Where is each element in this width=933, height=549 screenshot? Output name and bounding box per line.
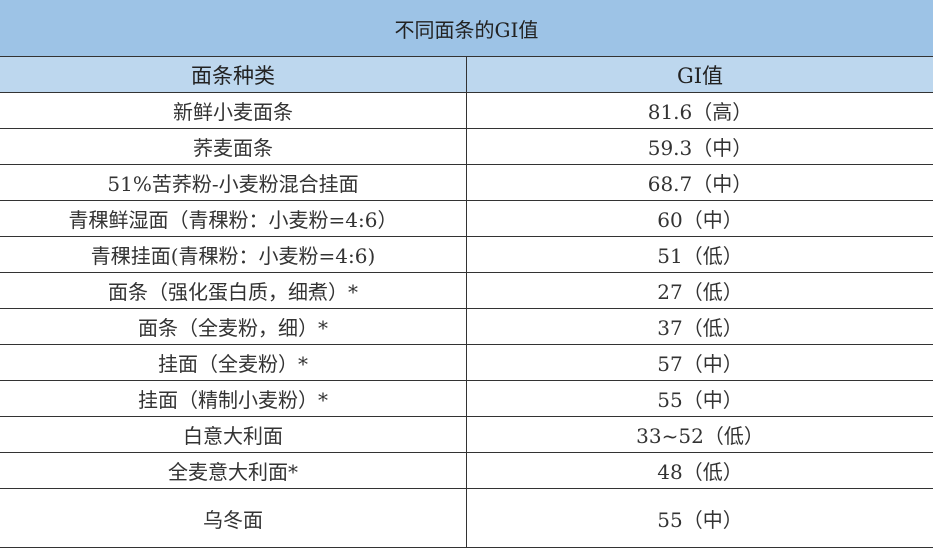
table-row: 青稞鲜湿面（青稞粉：小麦粉=4:6） 60（中） — [0, 200, 933, 237]
header-gi-value: GI值 — [466, 57, 933, 93]
noodle-type-cell: 全麦意大利面* — [0, 452, 467, 489]
table-row: 荞麦面条 59.3（中） — [0, 128, 933, 165]
noodle-type-cell: 挂面（全麦粉）* — [0, 344, 467, 381]
header-row: 面条种类 GI值 — [0, 57, 933, 93]
gi-value-cell: 27（低） — [466, 272, 933, 309]
noodle-type-cell: 青稞鲜湿面（青稞粉：小麦粉=4:6） — [0, 200, 467, 237]
noodle-type-cell: 面条（全麦粉，细）* — [0, 308, 467, 345]
table-title: 不同面条的GI值 — [0, 0, 933, 57]
gi-value-cell: 60（中） — [466, 200, 933, 237]
gi-value-cell: 33~52（低） — [466, 416, 933, 453]
table-row: 面条（全麦粉，细）* 37（低） — [0, 308, 933, 345]
table-row: 青稞挂面(青稞粉：小麦粉=4:6) 51（低） — [0, 236, 933, 273]
table-row: 挂面（精制小麦粉）* 55（中） — [0, 380, 933, 417]
table-row: 新鲜小麦面条 81.6（高） — [0, 92, 933, 129]
gi-value-cell: 55（中） — [466, 488, 933, 548]
table-row: 挂面（全麦粉）* 57（中） — [0, 344, 933, 381]
gi-table: 面条种类 GI值 新鲜小麦面条 81.6（高） 荞麦面条 59.3（中） 51%苦荞粉-… — [0, 57, 933, 548]
gi-value-cell: 48（低） — [466, 452, 933, 489]
noodle-type-cell: 白意大利面 — [0, 416, 467, 453]
table-row: 乌冬面 55（中） — [0, 488, 933, 548]
gi-value-cell: 81.6（高） — [466, 92, 933, 129]
noodle-type-cell: 新鲜小麦面条 — [0, 92, 467, 129]
gi-value-cell: 57（中） — [466, 344, 933, 381]
table-row: 面条（强化蛋白质，细煮）* 27（低） — [0, 272, 933, 309]
gi-value-cell: 51（低） — [466, 236, 933, 273]
table-row: 白意大利面 33~52（低） — [0, 416, 933, 453]
noodle-type-cell: 荞麦面条 — [0, 128, 467, 165]
gi-value-cell: 55（中） — [466, 380, 933, 417]
header-noodle-type: 面条种类 — [0, 57, 467, 93]
noodle-type-cell: 挂面（精制小麦粉）* — [0, 380, 467, 417]
table-row: 全麦意大利面* 48（低） — [0, 452, 933, 489]
gi-value-cell: 59.3（中） — [466, 128, 933, 165]
gi-value-cell: 68.7（中） — [466, 164, 933, 201]
table-row: 51%苦荞粉-小麦粉混合挂面 68.7（中） — [0, 164, 933, 201]
noodle-type-cell: 51%苦荞粉-小麦粉混合挂面 — [0, 164, 467, 201]
noodle-type-cell: 面条（强化蛋白质，细煮）* — [0, 272, 467, 309]
noodle-type-cell: 青稞挂面(青稞粉：小麦粉=4:6) — [0, 236, 467, 273]
noodle-type-cell: 乌冬面 — [0, 488, 467, 548]
gi-value-cell: 37（低） — [466, 308, 933, 345]
